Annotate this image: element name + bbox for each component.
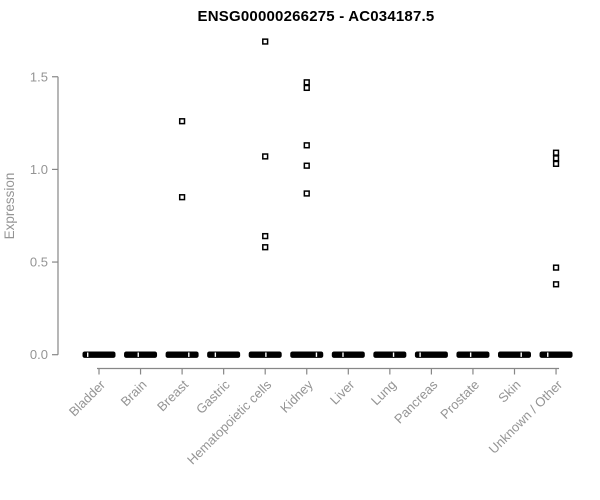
data-point xyxy=(303,190,310,197)
zero-cluster-gap xyxy=(547,352,549,357)
zero-cluster-gap xyxy=(265,352,267,357)
zero-cluster-gap xyxy=(188,352,190,357)
x-tick-label: Skin xyxy=(495,377,523,405)
data-point xyxy=(552,264,560,271)
zero-cluster-gap xyxy=(214,352,217,357)
x-tick-label: Liver xyxy=(327,377,358,408)
x-tick-label: Brain xyxy=(118,377,150,409)
data-point xyxy=(552,160,560,167)
zero-expression-cluster xyxy=(456,351,490,358)
data-point xyxy=(178,118,186,125)
zero-expression-cluster xyxy=(82,351,116,358)
zero-expression-cluster xyxy=(207,351,241,358)
zero-expression-cluster xyxy=(373,351,407,358)
x-tick-label: Unknown / Other xyxy=(486,377,566,457)
zero-cluster-gap xyxy=(137,352,139,357)
y-axis-label: Expression xyxy=(2,173,17,240)
zero-expression-cluster xyxy=(331,351,365,358)
zero-cluster-gap xyxy=(520,352,522,357)
data-points-layer xyxy=(82,38,573,358)
data-point xyxy=(552,149,560,156)
y-tick-label: 0.5 xyxy=(30,255,48,270)
data-point xyxy=(303,142,310,149)
x-tick-label: Breast xyxy=(154,377,191,414)
x-tick-label: Kidney xyxy=(277,377,316,416)
zero-cluster-gap xyxy=(392,352,395,357)
data-point xyxy=(303,162,310,169)
data-point xyxy=(262,38,269,45)
y-tick-label: 1.0 xyxy=(30,162,48,177)
x-tick-label: Pancreas xyxy=(391,377,441,427)
x-tick-label: Bladder xyxy=(66,377,109,420)
x-tick-label: Prostate xyxy=(437,377,482,422)
data-point xyxy=(303,84,310,92)
zero-expression-cluster xyxy=(290,351,324,358)
zero-expression-cluster xyxy=(165,351,199,358)
data-point xyxy=(262,153,269,160)
x-tick-label: Gastric xyxy=(193,377,233,417)
data-point xyxy=(178,194,186,201)
zero-cluster-gap xyxy=(469,352,472,357)
zero-cluster-gap xyxy=(342,352,344,357)
zero-cluster-gap xyxy=(87,352,89,357)
data-point xyxy=(552,155,560,162)
y-tick-label: 1.5 xyxy=(30,69,48,84)
zero-expression-cluster xyxy=(539,351,573,358)
x-tick-label: Lung xyxy=(368,377,399,408)
zero-expression-cluster xyxy=(414,351,448,358)
zero-expression-cluster xyxy=(124,351,158,358)
zero-expression-cluster xyxy=(498,351,531,358)
data-point xyxy=(303,79,310,86)
data-point xyxy=(552,281,560,288)
data-point xyxy=(262,232,269,240)
data-point xyxy=(262,244,269,251)
zero-cluster-gap xyxy=(315,352,318,357)
zero-cluster-gap xyxy=(419,352,421,357)
chart-title: ENSG00000266275 - AC034187.5 xyxy=(197,8,435,25)
y-tick-label: 0.0 xyxy=(30,347,48,362)
